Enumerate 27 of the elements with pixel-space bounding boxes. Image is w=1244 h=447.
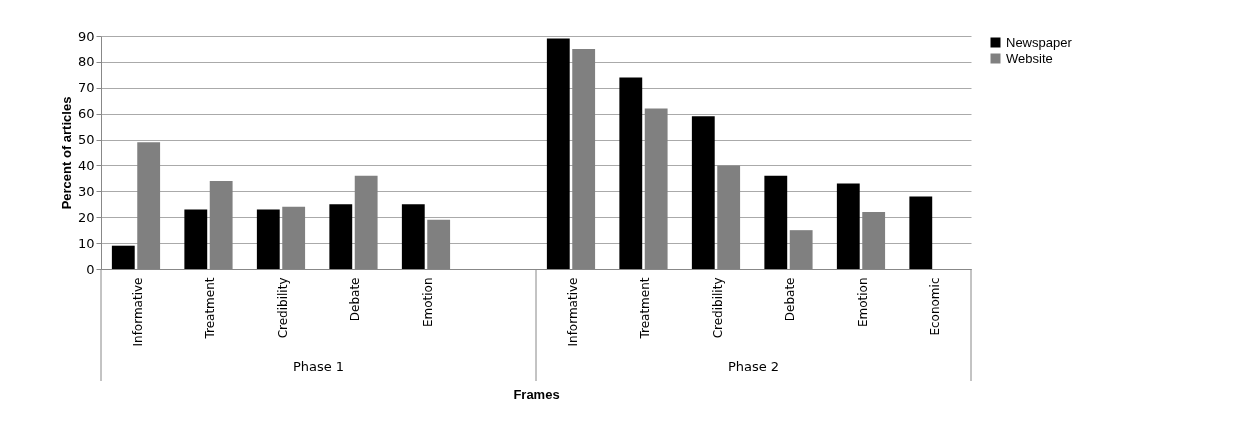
y-tick-label: 70 (77, 80, 95, 96)
y-tick-label: 40 (77, 157, 95, 173)
y-tick-label: 80 (77, 54, 95, 70)
y-tick-label: 60 (77, 106, 95, 122)
y-axis-title: Percent of articles (58, 96, 74, 210)
y-tick-label: 10 (77, 235, 95, 251)
text: Phase 2 (727, 359, 780, 374)
x-tick-label: Credibility (710, 277, 725, 339)
y-tick-label: 50 (77, 132, 95, 148)
x-tick-label: Emotion (855, 277, 870, 328)
x-tick-label: Informative (130, 277, 145, 347)
x-axis-title: Frames (513, 386, 560, 402)
y-tick-label: 30 (77, 183, 95, 199)
x-tick-label: Debate (348, 277, 363, 322)
y-tick-label: 20 (77, 209, 95, 225)
x-tick-label: Credibility (275, 277, 290, 339)
x-tick-label: Debate (783, 277, 798, 322)
legend-label: Newspaper (1006, 34, 1073, 50)
y-tick-label: 90 (77, 28, 95, 44)
y-tick-label: 0 (86, 261, 95, 277)
legend-label: Website (1006, 50, 1053, 66)
x-tick-label: Treatment (638, 277, 653, 340)
x-tick-label: Informative (565, 277, 580, 347)
x-tick-label: Treatment (203, 277, 218, 340)
x-tick-label: Economic (928, 277, 943, 336)
text: Phase 1 (292, 359, 345, 374)
x-tick-label: Emotion (420, 277, 435, 328)
